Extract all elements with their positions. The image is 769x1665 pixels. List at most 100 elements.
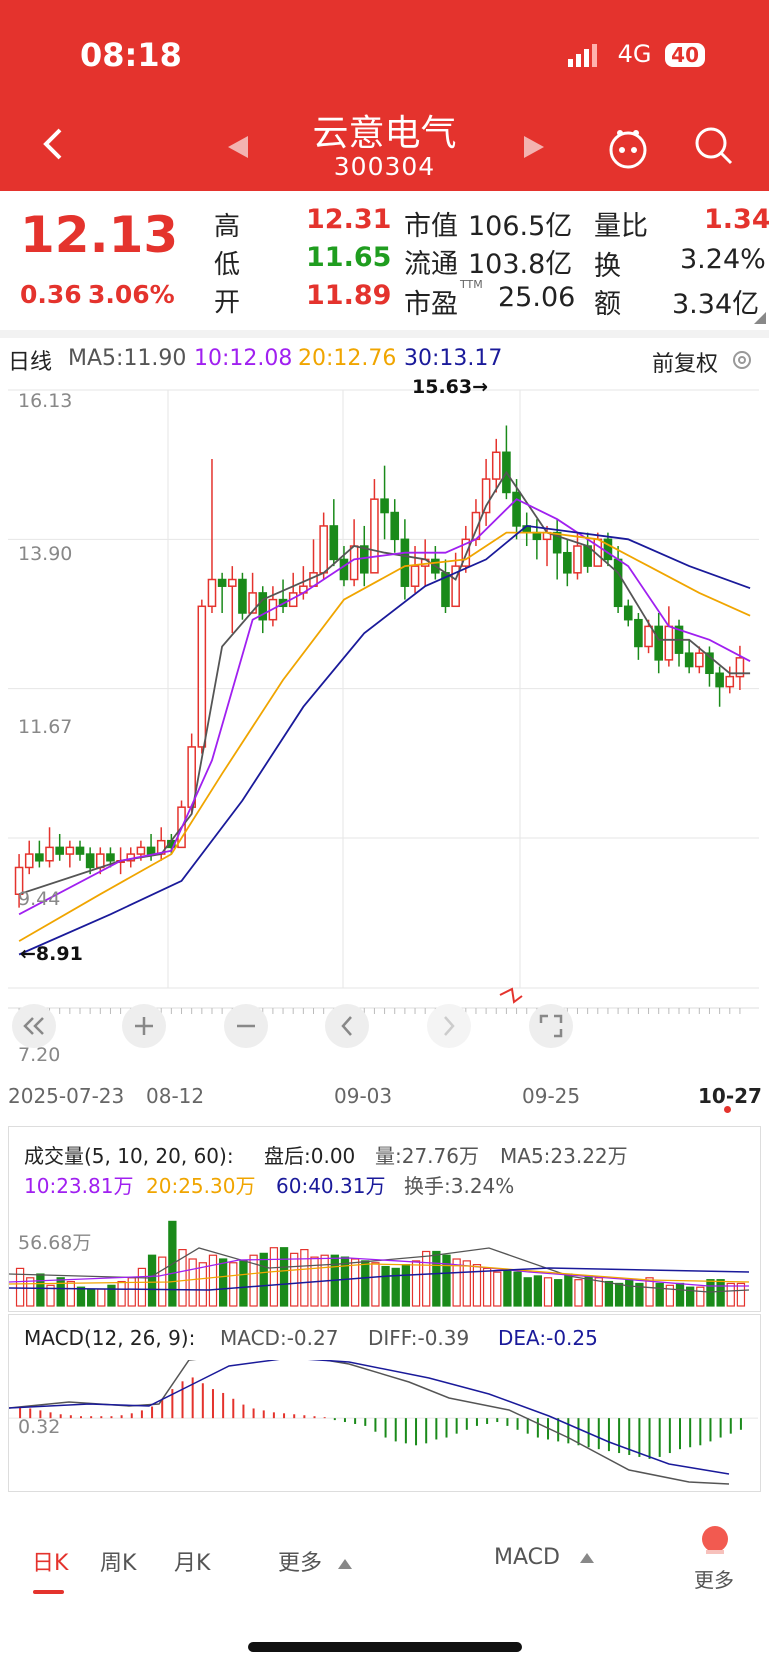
candle-body — [491, 451, 501, 480]
chevron-left-icon — [43, 128, 62, 160]
volume-bar — [655, 1282, 664, 1307]
zoom-in-button[interactable] — [122, 1004, 166, 1048]
app-header: 08:18 4G 40 云意电气 300304 — [0, 0, 769, 191]
candle-body — [695, 652, 704, 668]
volume-bar — [218, 1258, 228, 1307]
volume-bar — [696, 1286, 705, 1307]
x-label-4: 10-27 — [698, 1084, 762, 1108]
back-button[interactable] — [38, 126, 68, 162]
x-label-3: 09-25 — [522, 1084, 581, 1108]
volume-panel — [8, 1126, 761, 1312]
minus-icon — [237, 1024, 255, 1028]
candle-body — [248, 592, 257, 614]
ma5-legend: MA5:11.90 — [68, 346, 187, 371]
volume-after-hours: 盘后:0.00 — [264, 1144, 356, 1168]
macd-chart[interactable] — [9, 1360, 758, 1488]
plus-icon — [135, 1017, 153, 1035]
volume-bar — [178, 1248, 187, 1307]
status-icons: 4G 40 — [566, 40, 705, 68]
prev-stock-button[interactable] — [226, 134, 250, 164]
candle-body — [623, 605, 633, 621]
volume-bar — [97, 1288, 106, 1307]
candle-body — [532, 531, 542, 541]
candle-body — [735, 657, 745, 678]
volume-bar — [422, 1250, 431, 1307]
volume-bar — [391, 1267, 400, 1307]
volume-title: 成交量(5, 10, 20, 60): — [24, 1144, 234, 1168]
tab-day-k[interactable]: 日K — [32, 1551, 69, 1576]
volume-bar — [411, 1260, 421, 1307]
tab-month-k[interactable]: 月K — [174, 1551, 211, 1576]
volume-bar — [472, 1264, 482, 1307]
scroll-left-button[interactable] — [325, 1004, 369, 1048]
triangle-right-icon — [524, 136, 544, 158]
candle-body — [349, 545, 359, 581]
volume-value: 量:27.76万 — [375, 1144, 479, 1168]
volume-ma10-line — [9, 1257, 749, 1287]
y-label-4: 7.20 — [18, 1044, 61, 1066]
volume-bar — [36, 1273, 45, 1307]
volume-ma20: 20:25.30万 — [146, 1174, 256, 1198]
kline-chart[interactable] — [8, 378, 759, 1068]
ma20-legend: 20:12.76 — [298, 346, 397, 371]
candle-body — [85, 853, 95, 869]
candle-body — [370, 498, 379, 574]
turnover-value: 3.24% — [680, 244, 766, 275]
candle-body — [197, 605, 207, 748]
candle-body — [75, 846, 85, 855]
volume-ma60: 60:40.31万 — [276, 1174, 386, 1198]
expand-corner-icon[interactable] — [754, 312, 766, 324]
candle-body — [705, 652, 714, 675]
volume-bar — [513, 1271, 522, 1307]
chevron-right-icon — [444, 1016, 455, 1036]
volume-bar — [736, 1282, 746, 1307]
tab-more[interactable]: 更多 — [278, 1545, 353, 1577]
macd-dea: DEA:-0.25 — [498, 1326, 598, 1350]
volume-bar — [208, 1254, 218, 1307]
signal-icon — [568, 44, 597, 67]
tab-indicator-label: MACD — [494, 1545, 560, 1570]
y-label-0: 16.13 — [18, 390, 73, 412]
volume-bar — [86, 1288, 96, 1307]
search-button[interactable] — [694, 126, 734, 170]
kline-period[interactable]: 日线 — [8, 350, 53, 375]
triangle-up-icon — [579, 1553, 594, 1563]
volume-bar — [675, 1282, 685, 1307]
x-label-1: 08-12 — [146, 1084, 205, 1108]
volume-ma60-line — [9, 1267, 750, 1291]
volume-bar — [350, 1258, 360, 1307]
low-value: 11.65 — [306, 242, 392, 273]
candle-body — [217, 578, 227, 587]
ma10-legend: 10:12.08 — [194, 346, 293, 371]
tab-week-k[interactable]: 周K — [100, 1551, 137, 1576]
volume-bar — [533, 1275, 543, 1307]
turnover-label: 换 — [594, 251, 621, 282]
volume-bar — [15, 1267, 25, 1307]
scroll-start-button[interactable] — [12, 1004, 56, 1048]
volume-bar — [259, 1252, 268, 1307]
volume-chart[interactable] — [9, 1212, 758, 1308]
tab-indicator-macd[interactable]: MACD — [494, 1545, 595, 1570]
next-stock-button[interactable] — [522, 134, 546, 164]
volume-bar — [686, 1286, 695, 1307]
volume-bar — [76, 1286, 86, 1307]
volume-bar — [46, 1284, 55, 1307]
network-label: 4G — [617, 40, 652, 68]
robot-button[interactable] — [606, 126, 650, 174]
macd-dea-line — [9, 1360, 730, 1475]
scroll-right-button[interactable] — [427, 1004, 471, 1048]
gear-icon[interactable] — [730, 348, 754, 372]
float-value: 103.8亿 — [468, 249, 573, 280]
volume-bar — [452, 1258, 461, 1307]
more-menu-button[interactable]: 更多 — [690, 1526, 740, 1592]
volume-bar — [188, 1258, 197, 1307]
volume-bar — [279, 1247, 289, 1307]
fullscreen-button[interactable] — [529, 1004, 573, 1048]
adjust-button[interactable]: 前复权 — [652, 346, 718, 378]
volume-bar — [635, 1282, 644, 1307]
adjust-label: 前复权 — [652, 352, 719, 377]
zoom-out-button[interactable] — [224, 1004, 268, 1048]
status-time: 08:18 — [80, 36, 182, 74]
macd-value: MACD:-0.27 — [220, 1326, 339, 1350]
y-label-3: 9.44 — [18, 888, 61, 910]
